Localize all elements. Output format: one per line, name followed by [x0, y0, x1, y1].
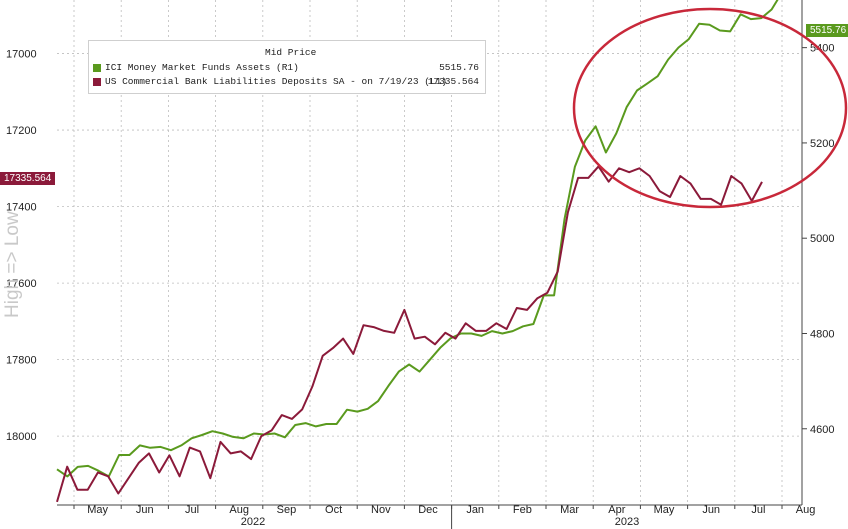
left-tick-label: 17400 [6, 202, 37, 214]
side-axis-label: High => Low [2, 211, 23, 318]
grid [57, 0, 802, 505]
x-tick-label: Jan [466, 504, 484, 516]
left-axis-ticks: 17000 17200 17400 17600 17800 18000 [6, 49, 37, 444]
legend: Mid Price ICI Money Market Funds Assets … [88, 40, 486, 94]
series-line-bank-deposits [56, 165, 763, 503]
x-tick-label: Oct [325, 504, 342, 516]
x-tick-label: Jun [136, 504, 154, 516]
year-label: 2022 [241, 516, 265, 528]
legend-item-name: ICI Money Market Funds Assets (R1) [105, 62, 299, 73]
year-label: 2023 [615, 516, 639, 528]
left-tick-label: 17800 [6, 355, 37, 367]
x-tick-label: Feb [513, 504, 532, 516]
x-axis-ticks: May Jun Jul Aug Sep Oct Nov Dec Jan Feb Mar Apr May J… [73, 504, 816, 529]
legend-item-value: 17335.564 [427, 76, 479, 87]
x-tick-label: Jul [751, 504, 765, 516]
right-tick-label: 4600 [810, 424, 834, 436]
left-tick-label: 17200 [6, 125, 37, 137]
right-tick-label: 4800 [810, 328, 834, 340]
right-value-badge: 5515.76 [806, 24, 848, 37]
x-tick-label: Aug [796, 504, 816, 516]
x-tick-label: May [654, 504, 675, 516]
right-tick-label: 5000 [810, 233, 834, 245]
legend-swatch-red [93, 78, 101, 86]
legend-item-bank-deposits: US Commercial Bank Liabilities Deposits … [93, 76, 479, 89]
left-tick-label: 18000 [6, 431, 37, 443]
legend-swatch-green [93, 64, 101, 72]
x-tick-label: Aug [229, 504, 249, 516]
left-value-badge: 17335.564 [0, 172, 56, 185]
x-tick-label: May [87, 504, 108, 516]
left-tick-label: 17000 [6, 49, 37, 61]
x-tick-label: Jun [702, 504, 720, 516]
x-tick-label: Apr [608, 504, 625, 516]
legend-title: Mid Price [265, 47, 317, 58]
legend-item-name: US Commercial Bank Liabilities Deposits … [105, 76, 448, 87]
right-tick-label: 5200 [810, 138, 834, 150]
x-tick-label: Mar [560, 504, 579, 516]
legend-item-money-market: ICI Money Market Funds Assets (R1) 5515.… [93, 62, 479, 75]
legend-item-value: 5515.76 [439, 62, 479, 73]
x-tick-label: Nov [371, 504, 391, 516]
x-tick-label: Jul [185, 504, 199, 516]
x-tick-label: Sep [277, 504, 297, 516]
series-line-money-market [56, 0, 779, 478]
series-group [56, 0, 779, 503]
left-tick-label: 17600 [6, 278, 37, 290]
highlight-ellipse [572, 7, 848, 209]
x-tick-label: Dec [418, 504, 438, 516]
